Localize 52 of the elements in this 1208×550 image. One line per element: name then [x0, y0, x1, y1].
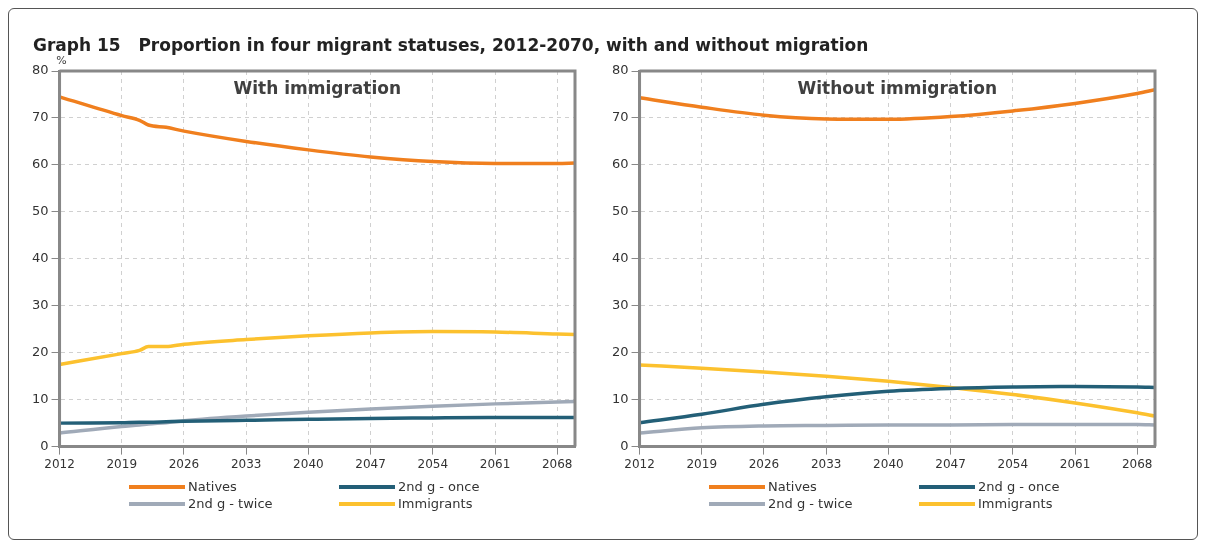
legend-label: 2nd g - twice	[768, 496, 853, 511]
x-tick-label: 2068	[1121, 456, 1153, 471]
x-tick-label: 2019	[106, 456, 138, 471]
x-tick-label: 2068	[541, 456, 573, 471]
x-tick-label: 2054	[417, 456, 449, 471]
x-tick-label: 2040	[873, 456, 904, 471]
y-tick-label: 50	[32, 203, 49, 219]
y-tick-label: 50	[612, 203, 629, 219]
x-tick-label: 2026	[748, 456, 780, 471]
legend-label: Immigrants	[398, 496, 473, 511]
y-tick-label: 30	[32, 297, 49, 313]
y-tick-label: 30	[612, 297, 629, 313]
legend-label: Natives	[768, 479, 817, 494]
x-tick-label: 2033	[810, 456, 842, 471]
legend-label: 2nd g - twice	[188, 496, 273, 511]
line-series	[639, 422, 1155, 435]
text: Without immigration	[797, 77, 998, 98]
text: With immigration	[233, 77, 402, 98]
y-tick-label: 60	[32, 156, 49, 172]
legend-label: 2nd g - once	[398, 479, 480, 494]
line-series	[59, 329, 575, 367]
y-tick-label: 10	[32, 391, 49, 407]
x-tick-label: 2054	[997, 456, 1029, 471]
x-tick-label: 2019	[686, 456, 718, 471]
y-tick-label: 70	[32, 109, 49, 125]
x-tick-label: 2047	[935, 456, 966, 471]
y-tick-label: 20	[32, 344, 49, 360]
x-tick-label: 2012	[44, 456, 75, 471]
line-series	[639, 384, 1155, 425]
x-tick-label: 2012	[624, 456, 655, 471]
x-tick-label: 2040	[293, 456, 324, 471]
y-tick-label: 40	[612, 250, 629, 266]
y-axis-title: %	[56, 54, 67, 68]
y-tick-label: 10	[612, 391, 629, 407]
chart-title: Graph 15 Proportion in four migrant statuses, 2012-2070, with and without migration	[32, 34, 870, 55]
x-tick-label: 2061	[479, 456, 511, 471]
y-tick-label: 80	[32, 62, 49, 78]
y-tick-label: 20	[612, 344, 629, 360]
x-tick-label: 2026	[168, 456, 200, 471]
y-tick-label: 0	[40, 437, 49, 453]
y-tick-label: 80	[612, 62, 629, 78]
y-tick-label: 70	[612, 109, 629, 125]
legend-label: 2nd g - once	[978, 479, 1060, 494]
x-tick-label: 2033	[230, 456, 262, 471]
y-tick-label: 60	[612, 156, 629, 172]
legend-label: Immigrants	[978, 496, 1053, 511]
y-tick-label: 0	[620, 437, 629, 453]
line-series	[639, 363, 1155, 418]
y-tick-label: 40	[32, 250, 49, 266]
x-tick-label: 2061	[1059, 456, 1091, 471]
x-tick-label: 2047	[355, 456, 386, 471]
legend-label: Natives	[188, 479, 237, 494]
